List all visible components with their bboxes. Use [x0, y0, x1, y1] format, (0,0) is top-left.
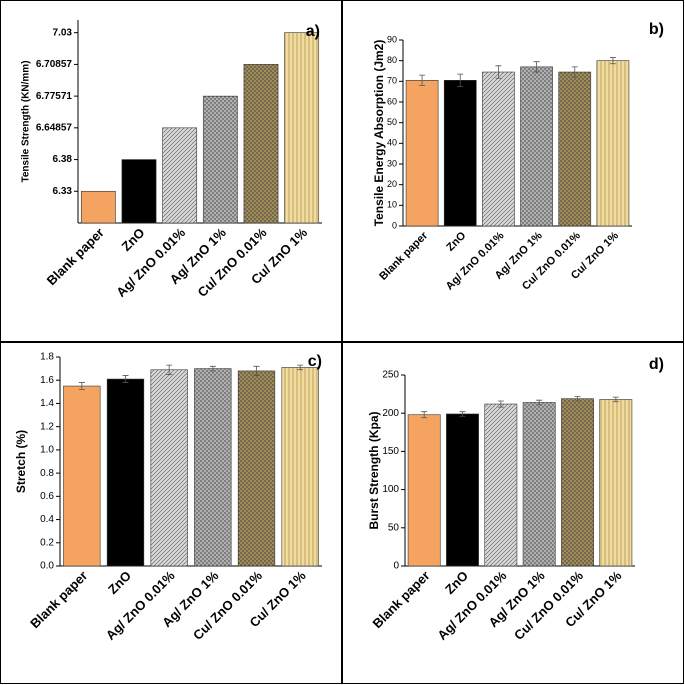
- x-tick-label: ZnO: [119, 225, 148, 254]
- bar: [237, 370, 276, 567]
- y-tick-label: 250: [382, 370, 399, 381]
- y-tick-label: 20: [387, 179, 397, 189]
- y-tick-label: 0.2: [40, 537, 54, 548]
- bar: [202, 95, 238, 224]
- x-tick-label: ZnO: [444, 229, 468, 253]
- y-tick-label: 30: [387, 158, 397, 168]
- y-tick-label: 100: [382, 484, 399, 495]
- error-bar: [571, 66, 578, 78]
- bar: [522, 402, 556, 567]
- bar: [596, 60, 630, 227]
- y-tick-label: 80: [387, 55, 397, 65]
- bar: [162, 127, 198, 224]
- error-bar: [497, 400, 504, 408]
- y-tick-label: 50: [388, 522, 400, 533]
- y-tick-label: 6.77571: [36, 91, 73, 102]
- x-tick-label: Cu/ ZnO 0.01%: [195, 225, 270, 300]
- x-tick-label: ZnO: [105, 568, 134, 597]
- y-tick-label: 10: [387, 200, 397, 210]
- y-tick-label: 7.03: [53, 27, 73, 38]
- x-tick-label: Blank paper: [44, 225, 107, 288]
- bar: [284, 32, 320, 224]
- error-bar: [297, 364, 304, 371]
- y-tick-label: 0.6: [40, 491, 54, 502]
- error-bar: [253, 365, 260, 376]
- x-tick-label: Blank paper: [27, 568, 90, 631]
- panel-border: [342, 342, 684, 684]
- y-axis-title: Tensile Strength (KN/mm): [21, 60, 32, 182]
- bar: [194, 368, 232, 567]
- bar: [106, 378, 145, 567]
- bar: [484, 403, 518, 567]
- bar: [63, 385, 101, 567]
- bar: [243, 64, 279, 224]
- y-tick-label: 70: [387, 76, 397, 86]
- error-bar: [457, 73, 464, 87]
- y-tick-label: 1.2: [40, 421, 54, 432]
- y-tick-label: 150: [382, 446, 399, 457]
- panel-label: b): [649, 21, 664, 38]
- y-tick-label: 6.33: [53, 186, 73, 197]
- y-tick-label: 90: [387, 34, 397, 44]
- error-bar: [421, 411, 428, 419]
- error-bar: [574, 395, 581, 402]
- error-bar: [536, 399, 543, 406]
- y-tick-label: 0: [393, 561, 399, 572]
- error-bar: [612, 396, 619, 403]
- bar: [80, 190, 116, 224]
- error-bar: [609, 57, 616, 65]
- y-tick-label: 6.64857: [36, 122, 73, 133]
- bar: [599, 399, 633, 567]
- y-tick-label: 200: [382, 408, 399, 419]
- error-bar: [209, 365, 216, 372]
- x-tick-label: ZnO: [442, 568, 471, 597]
- bar: [446, 413, 479, 567]
- y-tick-label: 60: [387, 96, 397, 106]
- y-tick-label: 50: [387, 117, 397, 127]
- bar: [121, 159, 157, 224]
- bar: [407, 414, 441, 567]
- y-tick-label: 40: [387, 138, 397, 148]
- bar: [150, 369, 188, 567]
- bar: [482, 71, 515, 227]
- error-bar: [419, 74, 426, 86]
- y-tick-label: 1.0: [40, 445, 54, 456]
- panel-border: [0, 342, 342, 684]
- error-bar: [459, 411, 466, 417]
- error-bar: [78, 382, 85, 390]
- bar: [405, 80, 439, 227]
- panel-border: [342, 0, 684, 342]
- panel-label: d): [649, 356, 664, 373]
- y-tick-label: 1.8: [40, 352, 54, 363]
- y-axis-title: Burst Strength (Kpa): [367, 412, 381, 530]
- bar: [520, 66, 553, 227]
- bar: [558, 71, 592, 227]
- y-axis-title: Stretch (%): [14, 430, 28, 493]
- error-bar: [495, 65, 502, 79]
- error-bar: [533, 61, 540, 73]
- bar: [443, 80, 477, 227]
- bar: [281, 367, 319, 567]
- x-tick-label: Blank paper: [377, 229, 431, 283]
- error-bar: [166, 364, 173, 375]
- y-tick-label: 0.8: [40, 468, 54, 479]
- y-tick-label: 6.38: [53, 154, 73, 165]
- y-axis-title: Tensile Energy Absorption (Jm2): [372, 40, 386, 227]
- panel-label: a): [306, 23, 320, 40]
- error-bar: [122, 375, 129, 383]
- bar: [561, 398, 594, 567]
- y-tick-label: 0.0: [40, 561, 54, 572]
- y-tick-label: 0: [392, 220, 397, 230]
- y-tick-label: 6.70857: [36, 59, 73, 70]
- y-tick-label: 1.6: [40, 375, 54, 386]
- y-tick-label: 0.4: [40, 514, 54, 525]
- panel-label: c): [308, 353, 322, 370]
- panel-border: [0, 0, 342, 342]
- x-tick-label: Ag/ ZnO 0.01%: [113, 225, 188, 300]
- x-tick-label: Blank paper: [369, 568, 432, 631]
- y-tick-label: 1.4: [40, 398, 54, 409]
